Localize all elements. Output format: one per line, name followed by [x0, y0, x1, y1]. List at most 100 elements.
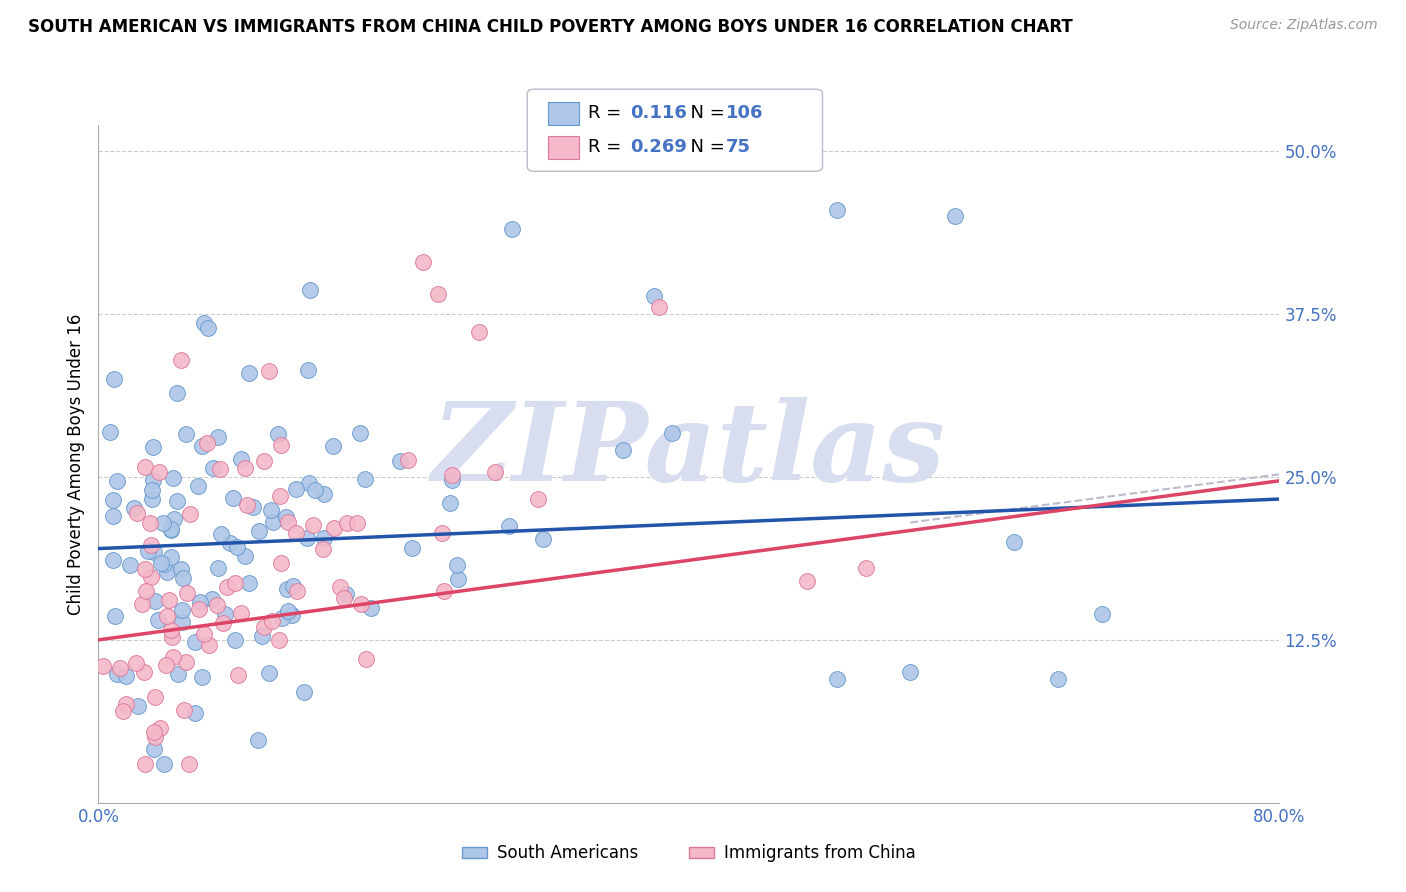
Point [131, 597, 153, 611]
Point [142, 725, 165, 739]
Point [304, 483, 326, 498]
Point [360, 601, 382, 615]
Point [112, 704, 135, 718]
Point [236, 498, 259, 512]
Point [354, 651, 377, 665]
Point [152, 516, 174, 530]
Point [122, 500, 145, 515]
Point [276, 582, 298, 596]
Point [191, 670, 214, 684]
Point [229, 606, 252, 620]
Point [143, 742, 166, 756]
Point [155, 658, 177, 673]
Point [141, 492, 163, 507]
Point [314, 532, 336, 546]
Point [281, 579, 304, 593]
Point [498, 519, 520, 533]
Point [187, 479, 209, 493]
Point [301, 518, 323, 533]
Point [238, 367, 260, 381]
Point [157, 593, 180, 607]
Point [433, 583, 456, 598]
Point [247, 524, 270, 539]
Point [142, 473, 165, 487]
Point [531, 532, 554, 546]
Point [143, 730, 166, 744]
Point [233, 549, 256, 564]
Point [350, 597, 373, 611]
Point [329, 581, 352, 595]
Point [238, 575, 260, 590]
Point [226, 668, 249, 682]
Point [224, 576, 246, 591]
Point [446, 558, 468, 572]
Point [349, 426, 371, 441]
Point [295, 531, 318, 545]
Point [322, 521, 344, 535]
Point [501, 222, 523, 236]
Point [101, 493, 124, 508]
Point [179, 507, 201, 521]
Point [388, 454, 411, 468]
Legend: South Americans, Immigrants from China: South Americans, Immigrants from China [456, 838, 922, 869]
Point [299, 283, 322, 297]
Point [252, 629, 274, 643]
Point [143, 594, 166, 608]
Point [142, 440, 165, 454]
Point [135, 584, 157, 599]
Point [127, 699, 149, 714]
Point [104, 609, 127, 624]
Point [172, 571, 194, 585]
Point [209, 526, 232, 541]
Point [214, 607, 236, 622]
Point [257, 364, 280, 378]
Point [224, 632, 246, 647]
Point [197, 320, 219, 334]
Point [226, 540, 249, 554]
Point [160, 521, 183, 535]
Point [257, 666, 280, 681]
Point [527, 491, 550, 506]
Point [219, 535, 242, 549]
Point [270, 438, 292, 452]
Point [166, 666, 188, 681]
Point [141, 483, 163, 498]
Point [170, 353, 193, 368]
Point [170, 603, 193, 617]
Point [134, 460, 156, 475]
Point [207, 430, 229, 444]
Point [134, 561, 156, 575]
Point [246, 733, 269, 747]
Point [612, 443, 634, 458]
Point [401, 541, 423, 555]
Point [427, 287, 450, 301]
Point [148, 465, 170, 479]
Point [183, 706, 205, 721]
Point [125, 506, 148, 520]
Point [242, 500, 264, 514]
Point [125, 657, 148, 671]
Point [153, 557, 176, 571]
Text: SOUTH AMERICAN VS IMMIGRANTS FROM CHINA CHILD POVERTY AMONG BOYS UNDER 16 CORREL: SOUTH AMERICAN VS IMMIGRANTS FROM CHINA … [28, 18, 1073, 36]
Text: Source: ZipAtlas.com: Source: ZipAtlas.com [1230, 18, 1378, 32]
Point [170, 562, 193, 576]
Point [825, 672, 848, 686]
Point [484, 466, 506, 480]
Point [292, 685, 315, 699]
Point [285, 584, 308, 599]
Text: 106: 106 [725, 104, 763, 122]
Point [336, 516, 359, 530]
Point [136, 544, 159, 558]
Point [285, 525, 308, 540]
Point [188, 595, 211, 609]
Point [153, 756, 176, 771]
Point [179, 756, 201, 771]
Point [468, 325, 491, 339]
Point [259, 502, 281, 516]
Point [253, 620, 276, 634]
Point [150, 557, 173, 571]
Point [141, 539, 163, 553]
Point [115, 697, 138, 711]
Point [217, 580, 239, 594]
Point [201, 592, 224, 607]
